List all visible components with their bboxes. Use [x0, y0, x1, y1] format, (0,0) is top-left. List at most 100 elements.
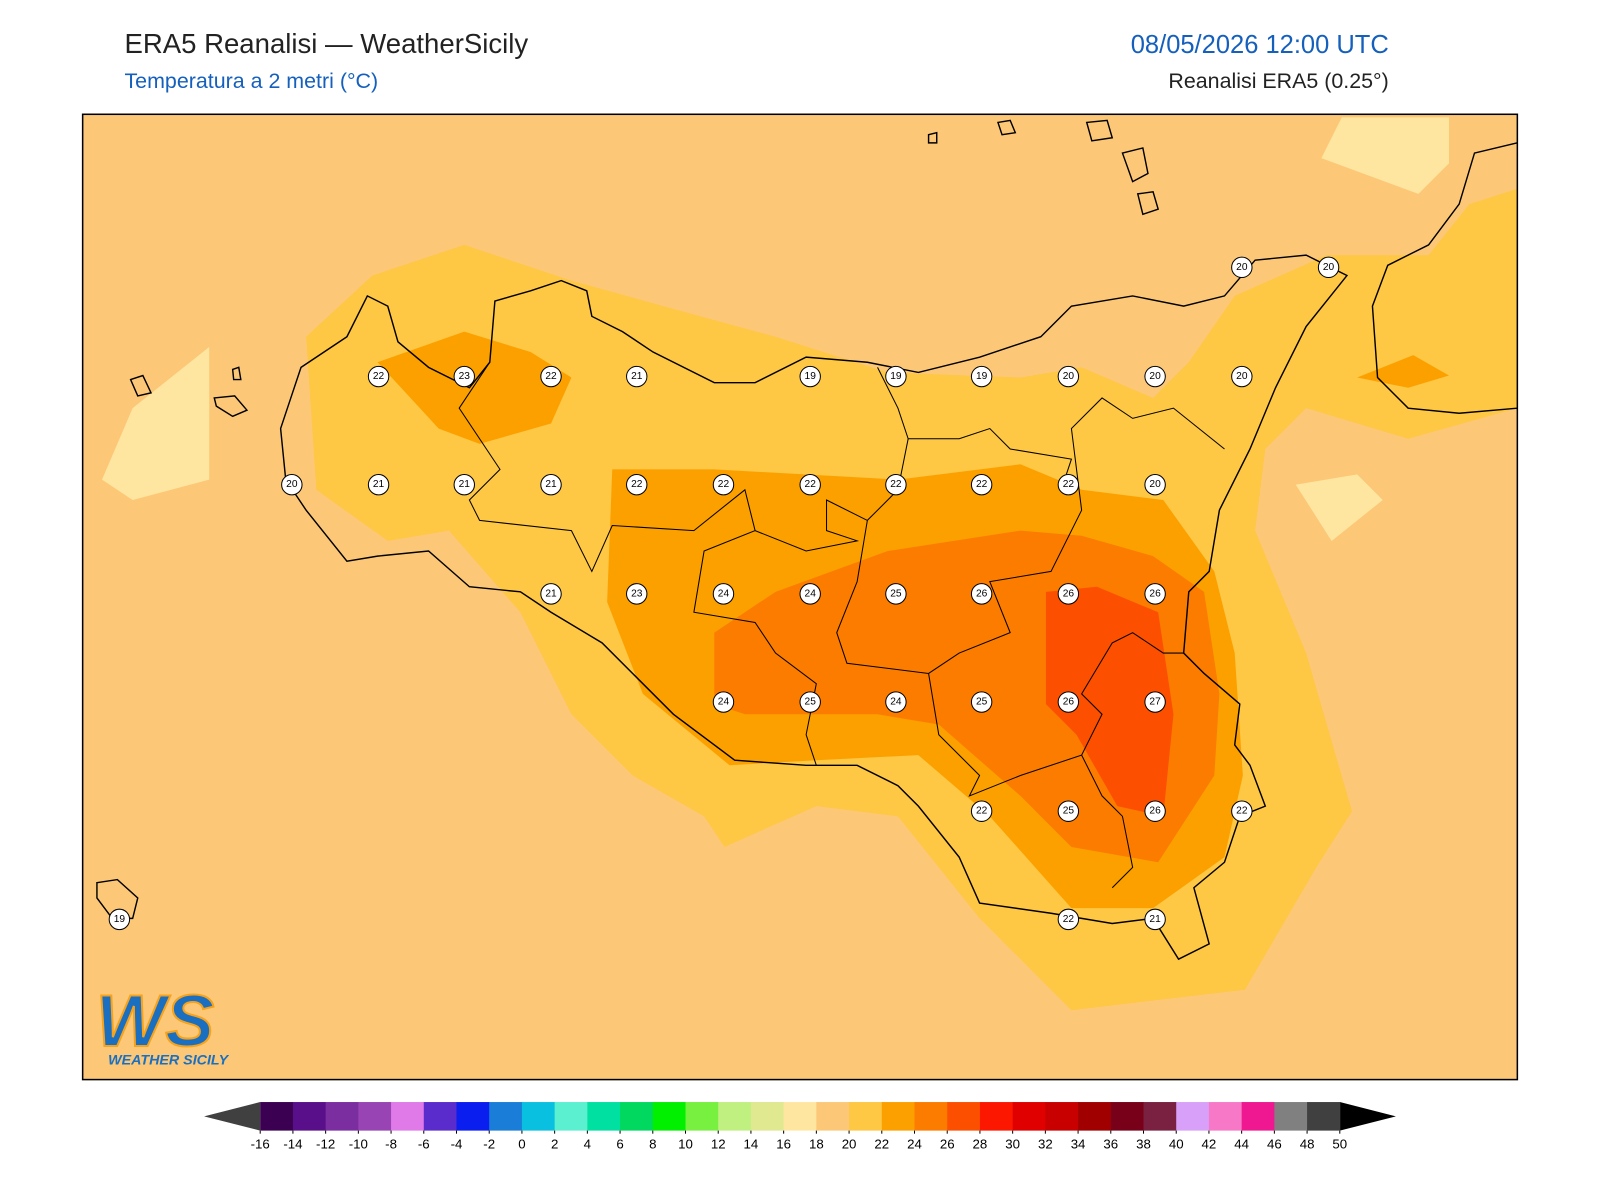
colorbar-box [587, 1102, 621, 1131]
station-value: 24 [718, 588, 730, 599]
station-value: 20 [1149, 479, 1161, 490]
station-value: 22 [1236, 806, 1248, 817]
station-marker [1231, 365, 1253, 388]
station-marker [1231, 800, 1253, 822]
colorbar-tick-label: 32 [1038, 1136, 1053, 1151]
colorbar-under [204, 1102, 261, 1131]
station-value: 21 [373, 479, 385, 490]
station-value: 22 [1063, 914, 1075, 925]
colorbar-tick-label: 48 [1300, 1136, 1315, 1151]
station-value: 27 [1149, 697, 1161, 708]
station-value: 22 [805, 479, 817, 490]
station-value: 21 [459, 479, 471, 490]
station-value: 21 [545, 588, 557, 599]
colorbar-box [979, 1102, 1014, 1131]
colorbar-box [292, 1102, 327, 1131]
station-marker [799, 583, 821, 605]
station-marker [108, 908, 131, 931]
calabria-coast [1371, 142, 1518, 414]
colorbar-box [554, 1102, 588, 1131]
station-labels: 20 20 22 23 22 21 19 19 19 20 20 20 20 21 21 21 22 22 22 22… [108, 256, 1340, 931]
colorbar-tick-label: 50 [1332, 1136, 1347, 1151]
colorbar-tick-label: 38 [1136, 1136, 1151, 1151]
station-marker [885, 583, 907, 605]
station-value: 25 [976, 697, 988, 708]
province-borders [458, 361, 1225, 889]
colorbar-tick-label: -8 [385, 1136, 397, 1151]
station-marker [970, 365, 993, 388]
station-marker [1144, 908, 1166, 931]
station-marker [885, 691, 907, 713]
station-marker [712, 691, 735, 713]
station-value: 19 [976, 371, 988, 382]
colorbar-box [1307, 1102, 1341, 1131]
station-value: 25 [890, 588, 902, 599]
colorbar-tick-label: 4 [584, 1136, 591, 1151]
station-marker [970, 691, 993, 713]
colorbar-box [620, 1102, 654, 1131]
colorbar-over [1339, 1102, 1396, 1131]
station-value: 21 [1149, 914, 1161, 925]
station-value: 22 [976, 479, 988, 490]
colorbar: -16 -14 -12 -10 -8 -6 -4 -2 0 2 4 6 8 10 12 14 16 18 20 22 2… [204, 1102, 1396, 1151]
station-marker [970, 583, 993, 605]
colorbar-box [456, 1102, 490, 1131]
colorbar-box [783, 1102, 817, 1131]
station-marker [626, 583, 648, 605]
colorbar-tick-label: 24 [907, 1136, 922, 1151]
station-value: 20 [286, 479, 298, 490]
colorbar-box [947, 1102, 981, 1131]
sicily-coast [279, 254, 1349, 961]
station-marker [970, 473, 993, 496]
station-value: 20 [1323, 262, 1335, 273]
station-marker [1144, 365, 1166, 388]
temperature-field [82, 114, 1518, 1080]
station-marker [712, 473, 735, 496]
colorbar-box [521, 1102, 556, 1131]
station-marker [1144, 691, 1166, 713]
station-value: 23 [631, 588, 643, 599]
colorbar-box [1176, 1102, 1210, 1131]
station-value: 22 [976, 806, 988, 817]
colorbar-tick-label: -6 [418, 1136, 430, 1151]
colorbar-tick-label: 26 [940, 1136, 955, 1151]
colorbar-box [325, 1102, 359, 1131]
colorbar-tick-label: 18 [809, 1136, 824, 1151]
colorbar-box [489, 1102, 523, 1131]
colorbar-tick-label: -10 [349, 1136, 368, 1151]
station-marker [1317, 256, 1340, 279]
map-frame [81, 113, 1519, 1081]
station-value: 22 [890, 479, 902, 490]
title: ERA5 Reanalisi — WeatherSicily [124, 28, 528, 59]
station-marker [281, 473, 303, 496]
station-marker [1144, 473, 1166, 496]
colorbar-tick-label: 28 [973, 1136, 988, 1151]
colorbar-box [1274, 1102, 1308, 1131]
colorbar-tick-label: 6 [616, 1136, 623, 1151]
station-value: 24 [718, 697, 730, 708]
islands [96, 119, 1160, 920]
station-value: 22 [718, 479, 730, 490]
colorbar-tick-label: 8 [649, 1136, 656, 1151]
station-marker [1057, 365, 1080, 388]
colorbar-tick-label: -2 [483, 1136, 495, 1151]
colorbar-box [816, 1102, 850, 1131]
station-value: 24 [890, 697, 902, 708]
colorbar-box [423, 1102, 458, 1131]
colorbar-box [1143, 1102, 1177, 1131]
colorbar-box [1045, 1102, 1079, 1131]
station-marker [540, 583, 562, 605]
coastline [96, 119, 1518, 961]
logo-text: WEATHER SICILY [108, 1052, 229, 1068]
station-value: 25 [1063, 806, 1075, 817]
station-value: 23 [459, 371, 471, 382]
station-marker [453, 365, 475, 388]
station-marker [540, 365, 562, 388]
station-value: 22 [545, 371, 557, 382]
colorbar-tick-label: 44 [1234, 1136, 1249, 1151]
station-value: 26 [1063, 588, 1075, 599]
colorbar-tick-label: 36 [1103, 1136, 1118, 1151]
source: Reanalisi ERA5 (0.25°) [1168, 69, 1388, 93]
colorbar-box [718, 1102, 752, 1131]
logo: WS WEATHER SICILY [95, 978, 230, 1068]
